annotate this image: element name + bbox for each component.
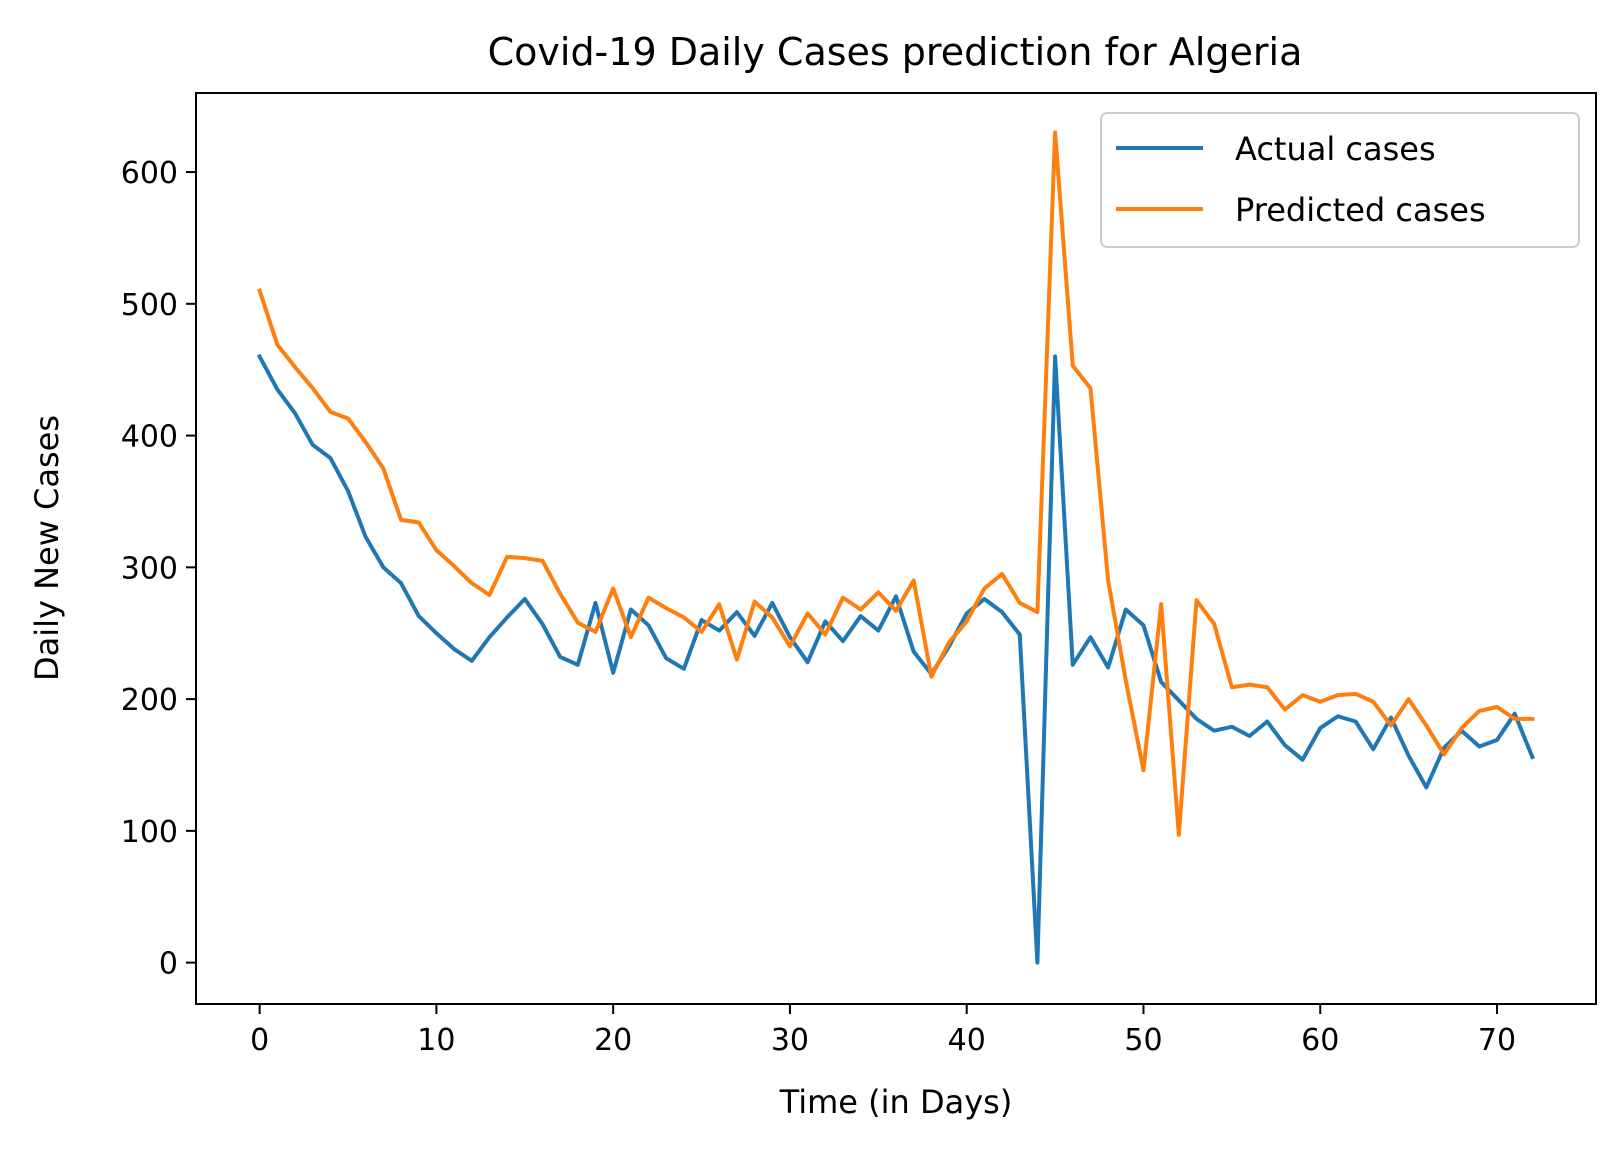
series-layer [256,130,1535,965]
y-tick-label: 400 [121,420,178,455]
x-tick-label: 10 [417,1023,455,1058]
x-tick-label: 50 [1124,1023,1162,1058]
legend: Actual cases Predicted cases [1100,112,1580,248]
y-tick-label: 200 [121,683,178,718]
series-line-predicted-cases [257,130,1535,837]
x-axis-label: Time (in Days) [779,1083,1013,1121]
x-axis-ticks: 0 10 20 30 40 50 60 70 [250,1004,1516,1058]
y-axis-label: Daily New Cases [28,415,66,681]
legend-label-actual-cases: Actual cases [1235,130,1436,168]
y-axis-ticks: 0 100 200 300 400 500 600 [121,156,196,982]
y-tick-label: 300 [121,551,178,586]
series-line-actual-cases [256,353,1535,965]
legend-label-predicted-cases: Predicted cases [1235,191,1486,229]
x-tick-label: 70 [1478,1023,1516,1058]
y-tick-label: 100 [121,815,178,850]
x-tick-label: 60 [1301,1023,1339,1058]
y-tick-label: 0 [159,947,178,982]
legend-box [1100,112,1580,248]
x-tick-label: 0 [250,1023,269,1058]
y-tick-label: 500 [121,288,178,323]
x-tick-label: 40 [948,1023,986,1058]
y-tick-label: 600 [121,156,178,191]
chart-title: Covid-19 Daily Cases prediction for Alge… [488,30,1303,74]
x-tick-label: 20 [594,1023,632,1058]
plot-frame [195,92,1597,1005]
x-tick-label: 30 [771,1023,809,1058]
